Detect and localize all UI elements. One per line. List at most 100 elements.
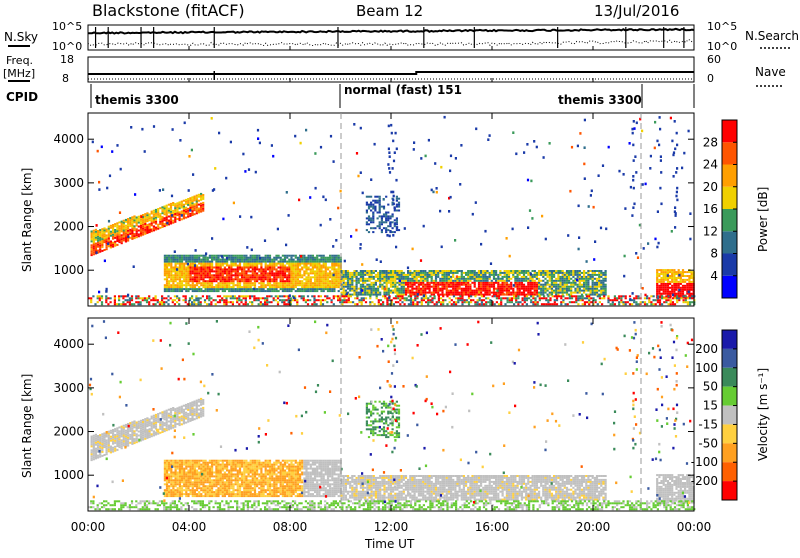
data-cell: [241, 274, 243, 276]
data-cell: [179, 288, 181, 290]
data-cell: [127, 218, 129, 220]
data-cell: [234, 297, 236, 299]
data-cell: [343, 286, 345, 288]
data-cell: [386, 282, 388, 284]
data-cell: [379, 284, 381, 286]
data-cell: [303, 288, 305, 290]
data-cell: [476, 278, 478, 280]
data-cell: [653, 303, 655, 305]
data-cell: [448, 272, 450, 274]
data-cell: [343, 280, 345, 282]
data-cell: [179, 207, 181, 209]
data-cell: [308, 284, 310, 286]
data-cell: [644, 301, 646, 303]
data-cell: [553, 280, 555, 282]
data-cell: [313, 297, 315, 299]
data-cell: [598, 272, 600, 274]
data-cell: [678, 289, 680, 292]
data-cell: [137, 297, 139, 299]
data-cell: [465, 286, 467, 288]
data-cell: [303, 270, 305, 272]
data-cell: [170, 284, 172, 286]
data-cell: [142, 220, 144, 222]
data-cell: [192, 290, 194, 292]
data-cell: [673, 285, 675, 287]
data-cell: [464, 301, 466, 303]
data-cell: [271, 284, 273, 286]
data-cell: [269, 274, 271, 276]
data-cell: [633, 203, 635, 206]
data-cell: [326, 295, 328, 297]
data-cell: [663, 297, 665, 299]
data-cell: [187, 204, 189, 206]
data-cell: [665, 283, 667, 285]
data-cell: [217, 255, 219, 257]
data-cell: [312, 276, 314, 278]
data-cell: [95, 239, 97, 241]
data-cell: [691, 293, 693, 295]
data-cell: [583, 270, 585, 272]
data-cell: [320, 265, 322, 267]
data-cell: [450, 284, 452, 286]
data-cell: [166, 205, 168, 207]
data-cell: [549, 272, 551, 274]
data-cell: [575, 295, 577, 297]
data-cell: [592, 280, 594, 282]
data-cell: [118, 295, 120, 297]
data-cell: [99, 231, 101, 233]
data-cell: [260, 268, 262, 270]
data-cell: [267, 257, 269, 259]
data-cell: [467, 274, 469, 276]
data-cell: [429, 284, 431, 286]
data-cell: [323, 272, 325, 274]
data-cell: [433, 270, 435, 272]
data-cell: [175, 284, 177, 286]
data-cell: [536, 284, 538, 286]
data-cell: [398, 278, 400, 280]
data-cell: [675, 279, 677, 281]
data-cell: [456, 284, 458, 286]
data-cell: [181, 274, 183, 276]
data-cell: [250, 280, 252, 282]
data-cell: [138, 218, 140, 220]
data-cell: [179, 213, 181, 215]
data-cell: [409, 270, 411, 272]
data-cell: [198, 282, 200, 284]
data-cell: [343, 282, 345, 284]
data-cell: [194, 197, 196, 199]
data-cell: [91, 453, 93, 455]
data-cell: [392, 292, 394, 294]
data-cell: [598, 280, 600, 282]
data-cell: [660, 269, 662, 271]
data-cell: [91, 445, 93, 447]
data-cell: [282, 268, 284, 270]
data-cell: [403, 284, 405, 286]
data-cell: [196, 195, 198, 197]
data-cell: [336, 274, 338, 276]
data-cell: [691, 285, 693, 287]
data-cell: [140, 225, 142, 227]
data-cell: [631, 214, 633, 217]
data-cell: [103, 249, 105, 251]
data-cell: [269, 267, 271, 269]
data-cell: [275, 288, 277, 290]
data-cell: [183, 265, 185, 267]
data-cell: [454, 292, 456, 294]
data-cell: [380, 303, 382, 305]
data-cell: [325, 270, 327, 272]
data-cell: [431, 270, 433, 272]
data-cell: [190, 280, 192, 282]
data-cell: [168, 216, 170, 218]
data-cell: [129, 299, 131, 301]
data-cell: [283, 301, 285, 303]
data-cell: [375, 274, 377, 276]
data-cell: [327, 290, 329, 292]
data-cell: [243, 280, 245, 282]
data-cell: [333, 259, 335, 261]
nsearch-tick-top: 10^5: [707, 20, 737, 33]
data-cell: [431, 278, 433, 280]
data-cell: [155, 217, 157, 219]
data-cell: [532, 301, 534, 303]
data-cell: [323, 278, 325, 280]
data-cell: [510, 270, 512, 272]
